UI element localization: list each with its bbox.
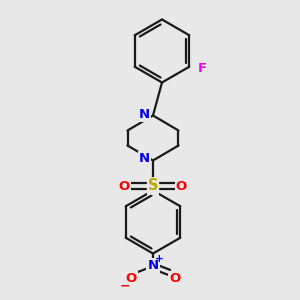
Text: O: O xyxy=(169,272,180,286)
Text: F: F xyxy=(197,62,206,75)
Text: O: O xyxy=(176,179,187,193)
Text: O: O xyxy=(119,179,130,193)
Text: N: N xyxy=(147,259,159,272)
Text: +: + xyxy=(155,254,164,264)
Text: O: O xyxy=(126,272,137,286)
Text: S: S xyxy=(148,178,158,194)
Text: N: N xyxy=(139,152,150,166)
Text: −: − xyxy=(120,279,130,292)
Text: N: N xyxy=(139,107,150,121)
